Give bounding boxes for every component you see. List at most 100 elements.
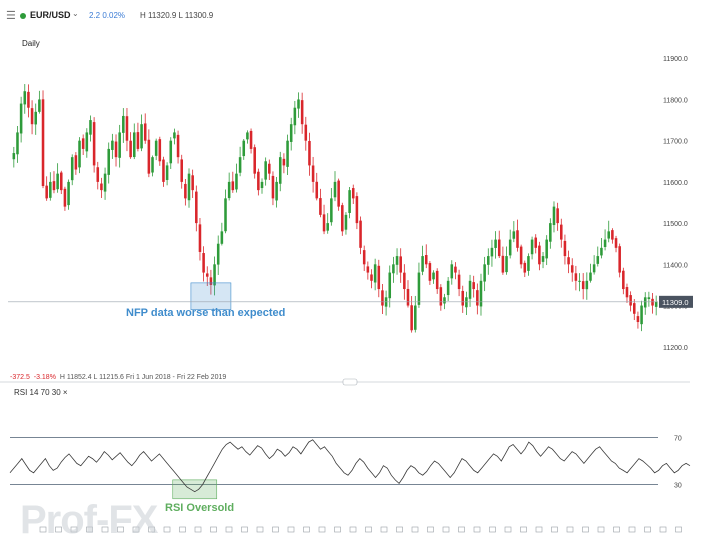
nfp-highlight-box: [190, 282, 232, 310]
event-marker-icon: [380, 526, 388, 533]
candle-body: [377, 265, 381, 290]
candle-body: [143, 123, 147, 141]
y-tick-label: 11700.0: [663, 139, 688, 146]
event-marker-icon: [644, 526, 651, 533]
candle-body: [435, 270, 439, 290]
candle-body: [34, 111, 38, 125]
candle-body: [501, 255, 505, 273]
candle-body: [122, 115, 125, 133]
high-low-readout: H 11320.9 L 11300.9: [140, 11, 214, 20]
candle-body: [297, 99, 300, 109]
candle-body: [574, 273, 578, 281]
candle-body: [257, 171, 260, 191]
candle-body: [282, 158, 286, 166]
y-tick-label: 11200.0: [663, 345, 688, 352]
candle-body: [184, 183, 187, 199]
candle-body: [399, 256, 402, 273]
candle-body: [165, 165, 169, 180]
candle-body: [618, 246, 621, 273]
candle-body: [424, 255, 428, 265]
candle-body: [100, 183, 103, 191]
candle-body: [541, 256, 545, 262]
event-marker-icon: [675, 526, 682, 533]
candle-body: [330, 198, 333, 223]
candle-body: [63, 188, 67, 207]
y-tick-label: 11900.0: [663, 56, 688, 63]
candle-body: [107, 148, 110, 175]
candle-body: [268, 163, 271, 174]
candle-body: [450, 264, 454, 279]
event-marker-icon: [535, 526, 543, 533]
event-marker-icon: [520, 526, 527, 533]
rsi-oversold-annotation: RSI Oversold: [165, 502, 235, 514]
candle-body: [622, 270, 625, 290]
chevron-down-icon[interactable]: ⌄: [72, 9, 79, 18]
candle-body: [446, 280, 450, 296]
rsi-legend[interactable]: RSI 14 70 30 ×: [14, 388, 68, 397]
event-marker-icon: [287, 526, 295, 533]
y-tick-label: 11500.0: [663, 221, 688, 228]
candle-body: [581, 281, 585, 290]
candle-body: [494, 239, 497, 248]
candle-body: [476, 290, 479, 306]
candle-body: [516, 230, 519, 248]
candle-body: [202, 253, 205, 273]
candle-body: [271, 175, 275, 199]
event-marker-icon: [442, 526, 450, 533]
candle-body: [260, 181, 264, 189]
candle-body: [224, 198, 227, 232]
candle-body: [457, 274, 461, 290]
pane-resize-handle-icon: [342, 378, 358, 386]
event-marker-icon: [225, 526, 233, 533]
candle-body: [603, 239, 607, 247]
candle-body: [19, 103, 23, 134]
candle-body: [585, 280, 589, 290]
candle-body: [355, 196, 359, 224]
event-marker-icon: [303, 526, 310, 533]
event-marker-icon: [132, 526, 140, 533]
candle-body: [505, 256, 508, 273]
event-marker-icon: [70, 526, 78, 533]
price-change: 2.2 0.02%: [89, 11, 126, 20]
candle-body: [592, 264, 596, 273]
candle-body: [151, 157, 154, 173]
candle-body: [578, 280, 581, 282]
hamburger-menu-icon[interactable]: ☰: [6, 10, 16, 22]
candle-body: [472, 282, 475, 290]
candle-body: [242, 140, 246, 157]
candle-body: [114, 141, 118, 158]
candle-body: [530, 239, 534, 255]
timeframe-label[interactable]: Daily: [22, 39, 40, 48]
y-tick-label: 11400.0: [663, 262, 688, 269]
candle-body: [132, 132, 136, 158]
event-marker-icon: [256, 526, 264, 533]
candle-body: [27, 91, 30, 108]
candle-body: [322, 214, 326, 232]
candle-body: [52, 181, 56, 191]
candle-body: [640, 305, 643, 325]
candle-body: [300, 100, 304, 125]
candle-body: [12, 153, 16, 160]
candle-body: [278, 157, 282, 184]
candle-body: [326, 223, 329, 231]
candle-body: [81, 138, 85, 149]
candle-body: [636, 316, 640, 323]
event-marker-icon: [582, 526, 589, 533]
candle-body: [359, 220, 362, 248]
range-change-points: -372.5: [10, 374, 30, 381]
event-marker-icon: [194, 526, 202, 533]
y-tick-label: 11800.0: [663, 97, 688, 104]
nfp-annotation: NFP data worse than expected: [126, 307, 286, 319]
event-marker-icon: [504, 526, 512, 533]
symbol-label[interactable]: EUR/USD: [30, 10, 71, 20]
y-tick-label: 11600.0: [663, 180, 688, 187]
candle-body: [560, 224, 563, 240]
rsi-lower-label: 30: [674, 483, 682, 490]
candle-body: [85, 132, 89, 152]
candle-body: [191, 175, 194, 191]
candle-body: [600, 247, 603, 256]
candle-body: [96, 167, 100, 182]
candle-body: [169, 140, 173, 164]
event-marker-icon: [489, 526, 496, 533]
